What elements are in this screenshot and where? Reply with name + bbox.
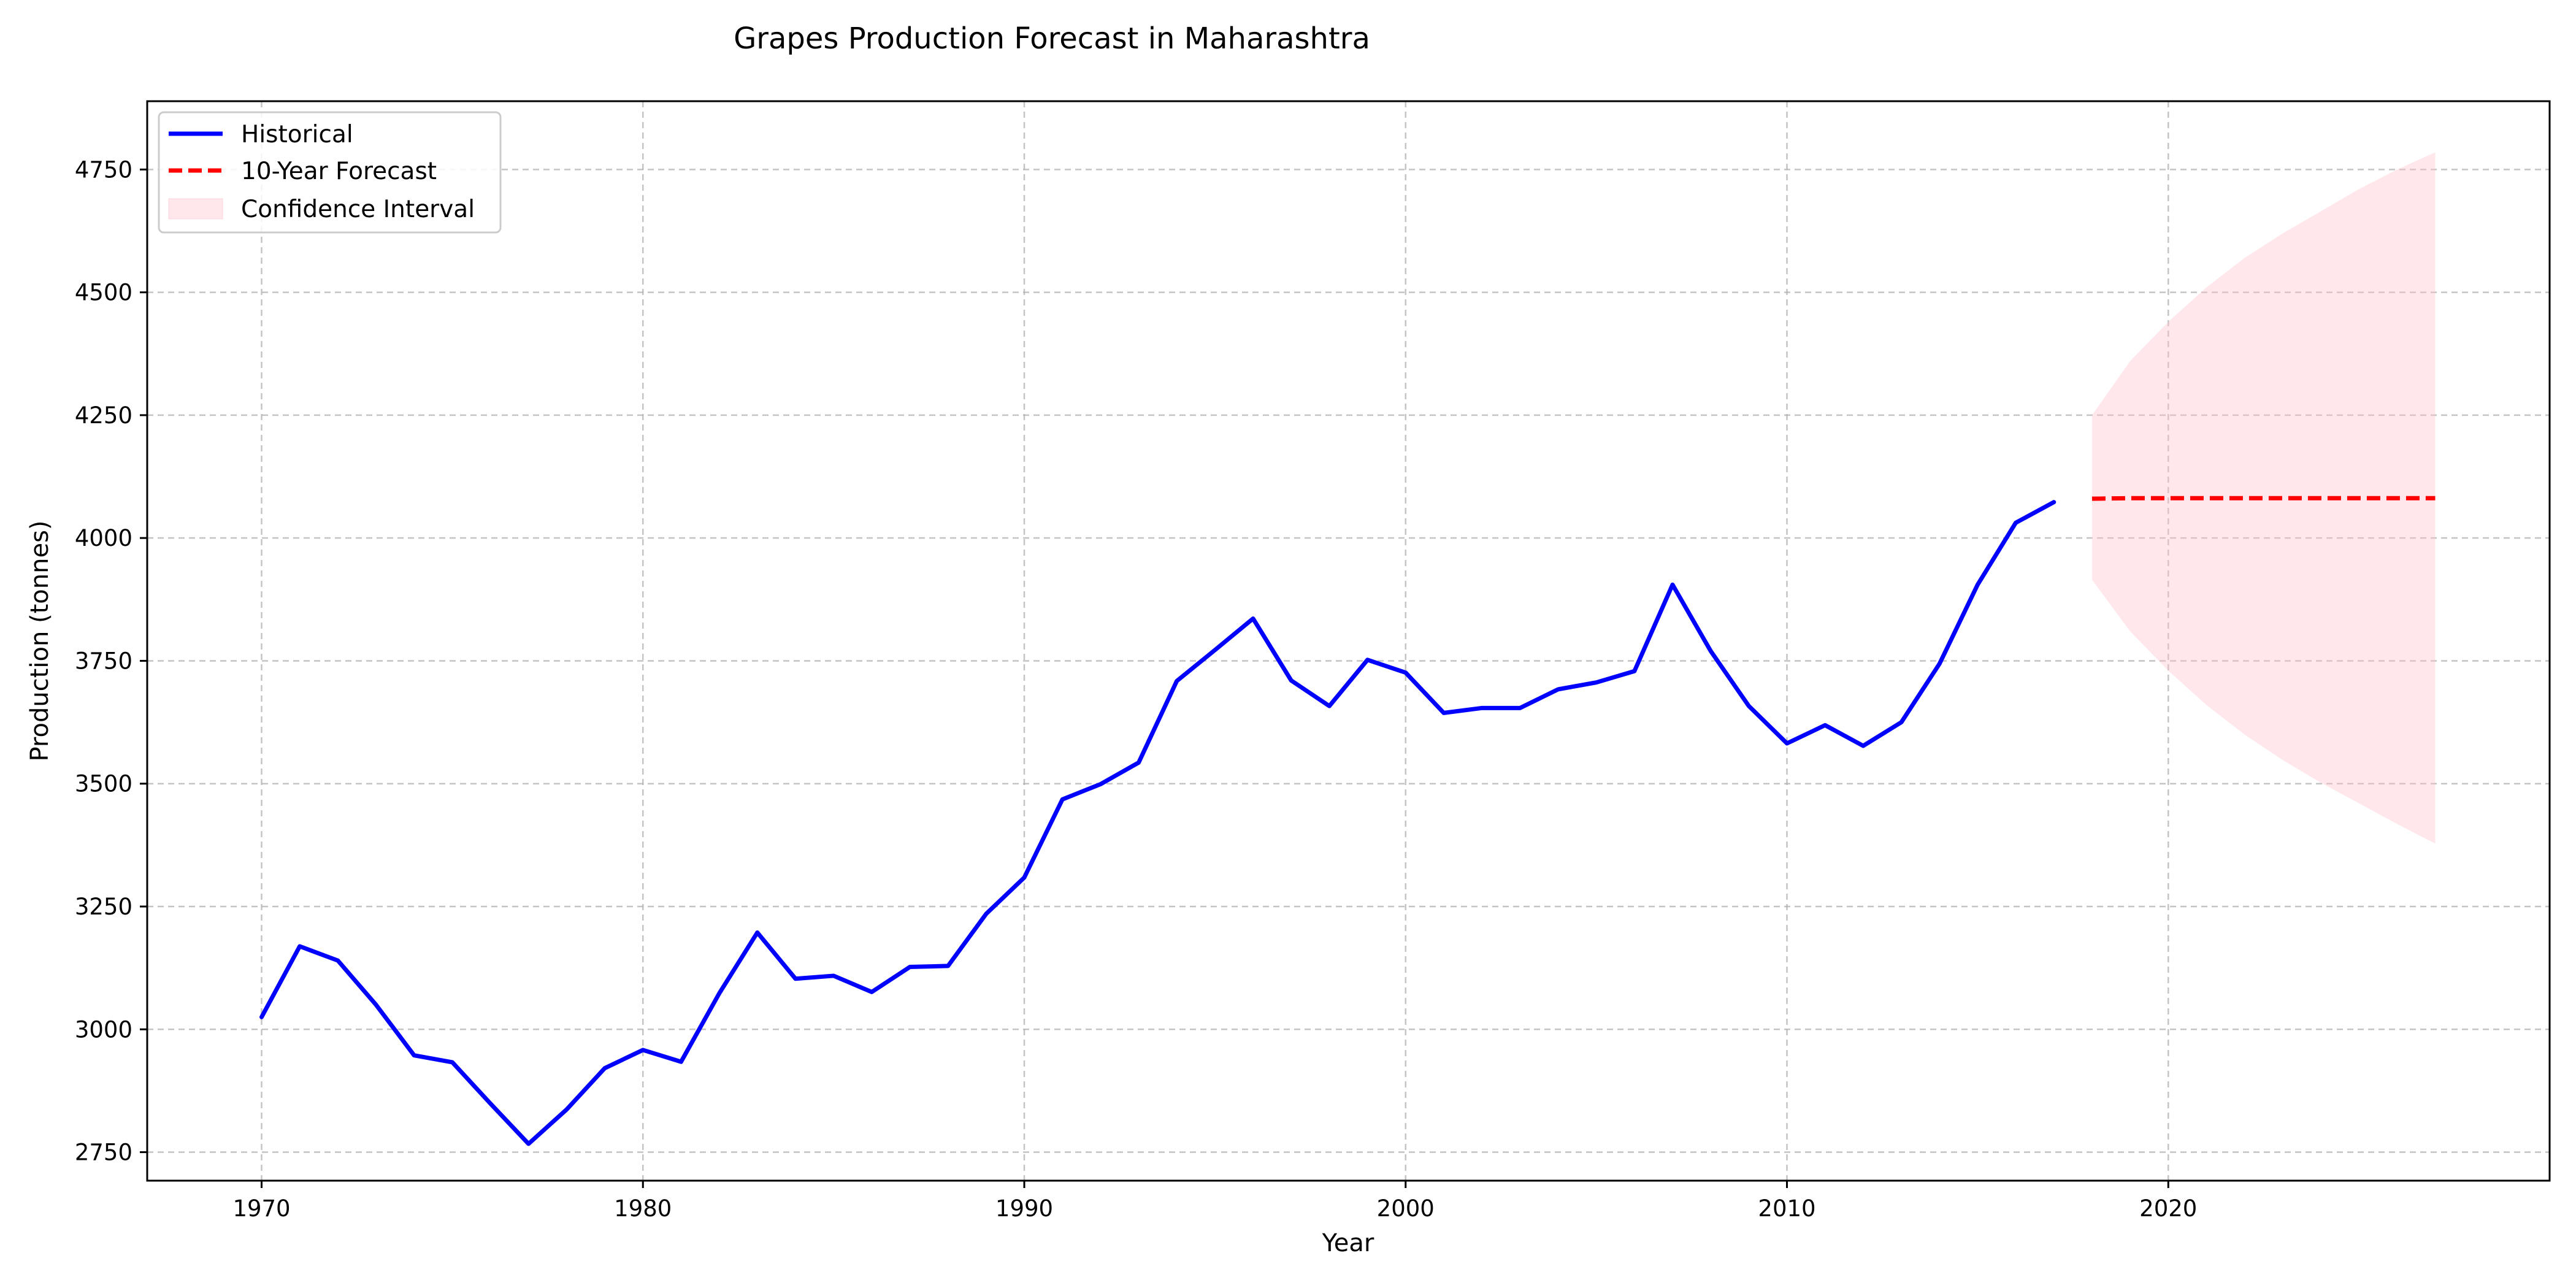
y-axis-label: Production (tonnes) <box>26 520 54 761</box>
y-tick-label: 3500 <box>75 771 132 797</box>
legend: Historical 10-Year Forecast Confidence I… <box>158 111 502 234</box>
forecast-series-line <box>2091 496 2436 501</box>
x-tick-label: 1970 <box>232 1195 290 1222</box>
grid <box>147 101 2550 1181</box>
legend-confidence-label: Confidence Interval <box>241 196 475 223</box>
plot-area-frame <box>146 100 2551 1182</box>
y-tick-label: 4750 <box>75 156 132 183</box>
y-axis-ticks: 2750 3000 3250 3500 3750 4000 4250 4500 4750 <box>75 156 147 1166</box>
x-axis-ticks: 1970 1980 1990 2000 2010 2020 <box>232 1181 2197 1222</box>
legend-forecast-label: 10-Year Forecast <box>241 158 437 185</box>
x-tick-label: 1990 <box>995 1195 1053 1222</box>
y-tick-label: 4250 <box>75 402 132 429</box>
legend-historical-label: Historical <box>241 121 353 148</box>
y-tick-label: 2750 <box>75 1140 132 1166</box>
y-tick-label: 4000 <box>75 525 132 551</box>
y-tick-label: 4500 <box>75 280 132 306</box>
y-tick-label: 3000 <box>75 1016 132 1043</box>
confidence-interval-band <box>2091 152 2436 844</box>
chart-title: Grapes Production Forecast in Maharashtr… <box>734 21 1370 56</box>
historical-series-line <box>259 500 2057 1146</box>
legend-frame <box>158 111 502 234</box>
x-tick-label: 2020 <box>2139 1195 2197 1222</box>
y-tick-label: 3750 <box>75 648 132 674</box>
x-tick-label: 1980 <box>614 1195 672 1222</box>
y-tick-label: 3250 <box>75 894 132 920</box>
x-axis-label: Year <box>1322 1229 1374 1257</box>
x-tick-label: 2000 <box>1377 1195 1435 1222</box>
legend-confidence-swatch <box>168 198 223 220</box>
x-tick-label: 2010 <box>1758 1195 1815 1222</box>
